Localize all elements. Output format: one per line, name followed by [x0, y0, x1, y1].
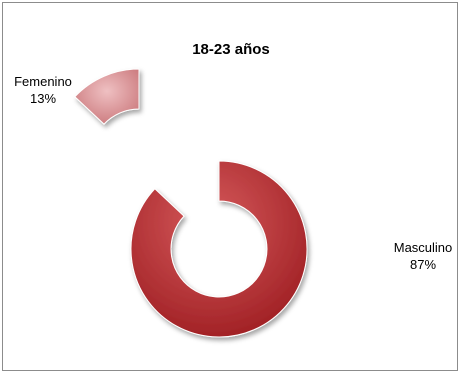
slice-label-femenino: Femenino 13% [5, 73, 81, 107]
donut-chart [74, 68, 308, 338]
slice-label-masculino-pct: 87% [409, 257, 437, 272]
slice-label-masculino: Masculino 87% [385, 239, 461, 273]
slice-label-femenino-pct: 13% [29, 91, 57, 106]
slice-label-femenino-name: Femenino [14, 74, 72, 89]
chart-title: 18-23 años [192, 41, 270, 58]
slice-femenino [74, 68, 140, 125]
slice-label-masculino-name: Masculino [393, 240, 453, 255]
slice-masculino [130, 160, 308, 338]
chart-frame: 18-23 años Femenino 13% Masculino 87% [2, 2, 458, 371]
